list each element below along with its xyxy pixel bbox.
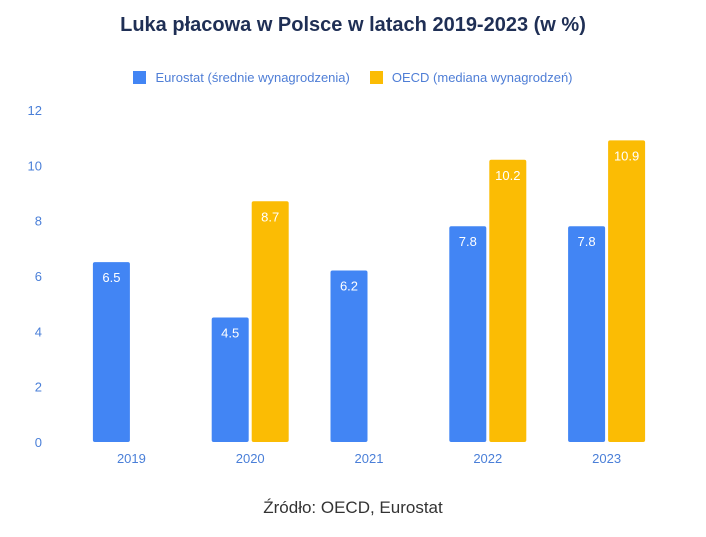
source-note: Źródło: OECD, Eurostat	[263, 498, 443, 517]
x-tick-label: 2021	[355, 451, 384, 466]
x-tick-label: 2019	[117, 451, 146, 466]
bar-oecd	[489, 159, 527, 443]
y-tick-label: 0	[35, 435, 42, 450]
bar-eurostat	[330, 270, 368, 442]
y-tick-label: 10	[28, 158, 42, 173]
x-tick-label: 2022	[473, 451, 502, 466]
data-label: 8.7	[261, 209, 279, 224]
bar-eurostat	[449, 226, 487, 442]
legend-item-eurostat: Eurostat (średnie wynagrodzenia)	[133, 70, 350, 85]
x-tick-label: 2020	[236, 451, 265, 466]
x-tick-label: 2023	[592, 451, 621, 466]
legend-label-eurostat: Eurostat (średnie wynagrodzenia)	[155, 70, 350, 85]
bar-oecd	[251, 201, 289, 442]
data-label: 6.2	[340, 278, 358, 293]
y-tick-label: 2	[35, 380, 42, 395]
data-label: 7.8	[459, 234, 477, 249]
data-label: 10.2	[495, 168, 520, 183]
legend-item-oecd: OECD (mediana wynagrodzeń)	[369, 70, 573, 85]
y-tick-label: 6	[35, 269, 42, 284]
y-tick-label: 8	[35, 214, 42, 229]
bar-eurostat	[211, 317, 249, 442]
bar-oecd	[608, 140, 646, 442]
legend: Eurostat (średnie wynagrodzenia) OECD (m…	[0, 70, 706, 85]
legend-label-oecd: OECD (mediana wynagrodzeń)	[391, 70, 573, 85]
data-label: 4.5	[221, 326, 239, 341]
y-tick-label: 4	[35, 324, 42, 339]
data-label: 6.5	[102, 270, 120, 285]
bar-eurostat	[568, 226, 606, 442]
data-label: 10.9	[614, 148, 639, 163]
legend-swatch-eurostat	[133, 71, 147, 84]
data-label: 7.8	[578, 234, 596, 249]
bar-eurostat	[92, 262, 130, 442]
legend-swatch-oecd	[369, 71, 383, 84]
chart-title: Luka płacowa w Polsce w latach 2019-2023…	[120, 14, 586, 36]
y-tick-label: 12	[28, 103, 42, 118]
